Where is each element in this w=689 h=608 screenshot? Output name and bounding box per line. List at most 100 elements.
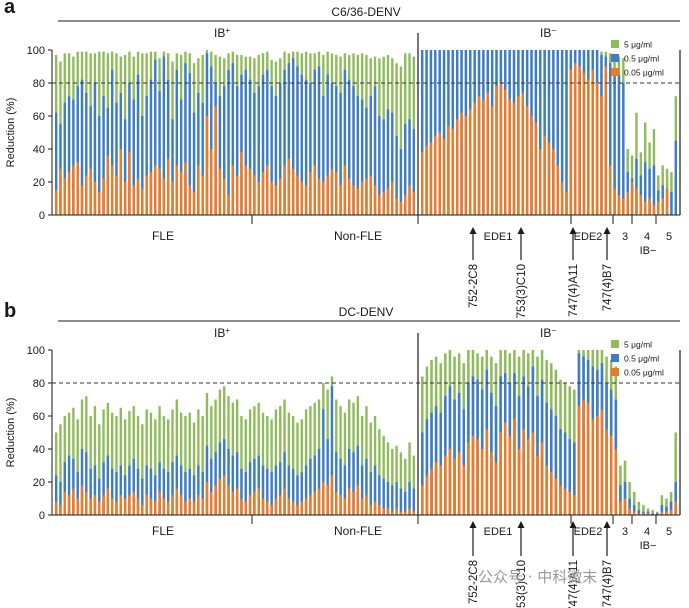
bar-5ugml [167,419,170,515]
bar-0-5ugml [425,50,428,215]
bar-0-05ugml [460,112,463,215]
bar-0-05ugml [412,511,416,515]
bar-0-05ugml [283,488,286,515]
bar-5ugml [149,412,153,515]
bar-0-05ugml [257,182,260,215]
bar-0-5ugml [343,465,347,515]
antibody-label: 753(3)C10 [516,264,528,318]
bar-0-05ugml [669,510,673,515]
bar-0-5ugml [231,63,235,216]
bar-0-05ugml [467,442,470,515]
bar-0-05ugml [85,175,88,215]
legend-label-0-5ugml: 0.5 μg/ml [624,54,659,64]
bar-0-5ugml [184,63,187,216]
antibody-arrow-head [603,521,611,528]
bar-0-05ugml [149,172,153,215]
bar-0-05ugml [665,511,668,515]
bar-0-05ugml [485,429,489,515]
bar-0-5ugml [240,468,243,515]
bar-0-05ugml [648,198,651,215]
category-ede1: EDE1 [484,526,513,538]
bar-0-5ugml [352,452,355,515]
bar-0-05ugml [67,495,71,515]
bar-0-5ugml [309,458,312,515]
legend-label-0-05ugml: 0.05 μg/ml [624,368,664,378]
bar-0-05ugml [223,178,226,215]
bar-0-05ugml [283,165,286,215]
antibody-label: 752-2C8 [468,560,480,604]
bar-0-5ugml [197,92,200,215]
bar-0-5ugml [322,96,325,215]
antibody-arrow-head [569,521,577,528]
bar-0-5ugml [85,452,88,515]
bar-0-05ugml [582,399,585,515]
bar-0-05ugml [335,491,338,515]
bar-0-05ugml [360,182,364,215]
bar-0-5ugml [326,439,329,515]
bar-0-05ugml [317,488,321,515]
bar-5ugml [651,510,654,515]
chart-title: DC-DENV [339,305,394,319]
bar-0-05ugml [619,501,622,515]
bar-0-5ugml [227,69,230,215]
bar-0-05ugml [205,116,209,215]
bar-0-5ugml [343,69,347,215]
bar-0-05ugml [192,191,196,215]
bar-0-5ugml [378,116,381,215]
bar-0-5ugml [304,79,308,215]
bar-0-05ugml [425,145,428,215]
panel-letter: a [4,0,16,18]
bar-0-5ugml [162,56,166,215]
bar-0-5ugml [665,506,668,515]
category-fle: FLE [152,524,174,538]
bar-0-05ugml [464,116,468,215]
bar-0-5ugml [123,475,127,515]
bar-0-5ugml [110,468,114,515]
bar-0-5ugml [644,162,647,215]
bar-0-05ugml [352,491,355,515]
bar-0-05ugml [339,495,342,515]
bar-0-05ugml [270,182,273,215]
bar-0-5ugml [188,73,191,215]
bar-0-05ugml [356,485,360,515]
bar-0-5ugml [648,168,651,215]
bar-0-5ugml [227,449,230,515]
bar-0-5ugml [93,465,97,515]
bar-0-05ugml [517,449,521,515]
bar-0-05ugml [665,188,669,215]
bar-0-05ugml [348,178,351,215]
bar-0-05ugml [171,182,174,215]
bar-0-5ugml [188,468,191,515]
bar-0-5ugml [89,468,92,515]
bar-5ugml [179,412,183,515]
bar-0-05ugml [313,491,316,515]
bar-0-05ugml [550,472,553,515]
bar-0-5ugml [235,86,239,215]
bar-0-05ugml [391,182,394,215]
bar-0-05ugml [330,475,334,515]
bar-5ugml [674,432,677,515]
y-tick-label: 80 [33,78,45,90]
bar-0-5ugml [425,419,429,515]
bar-5ugml [399,66,403,215]
bar-0-05ugml [554,478,558,515]
bar-0-05ugml [115,175,118,215]
bar-0-5ugml [543,50,546,215]
bar-0-05ugml [54,501,58,515]
bar-0-05ugml [373,185,377,215]
bar-5ugml [240,416,243,515]
bar-0-5ugml [373,86,377,215]
bar-0-05ugml [573,495,576,515]
bar-0-05ugml [136,178,140,215]
bar-0-05ugml [591,419,595,515]
category-nonfle: Non-FLE [334,229,382,243]
bar-0-05ugml [115,501,118,515]
bar-0-05ugml [261,172,265,215]
bar-0-05ugml [188,498,191,515]
bar-0-05ugml [628,508,631,515]
bar-0-05ugml [287,158,291,215]
bar-5ugml [291,416,295,515]
bar-0-05ugml [586,402,590,515]
bar-0-05ugml [365,178,368,215]
bar-0-5ugml [560,50,564,215]
